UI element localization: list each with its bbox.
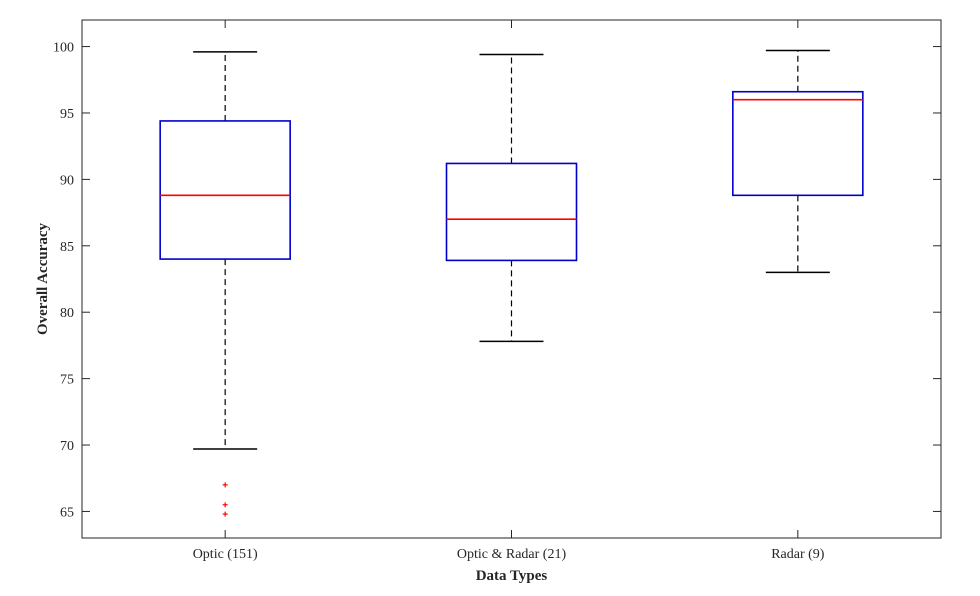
y-tick-label: 80 [60, 306, 74, 321]
y-tick-label: 95 [60, 107, 74, 122]
box-series [159, 49, 864, 517]
iqr-box [159, 120, 291, 260]
x-tick-label: Radar (9) [771, 547, 825, 562]
y-tick-label: 75 [60, 373, 74, 388]
y-tick-label: 90 [60, 173, 74, 188]
outlier-point [222, 482, 228, 488]
outlier-point [222, 511, 228, 517]
y-axis-label: Overall Accuracy [35, 222, 51, 335]
y-tick-label: 70 [60, 439, 74, 454]
y-tick-label: 65 [60, 505, 74, 520]
iqr-box [732, 90, 864, 197]
x-tick-label: Optic (151) [193, 547, 258, 562]
x-tick-label: Optic & Radar (21) [457, 547, 567, 562]
outlier-point [222, 502, 228, 508]
box-group [732, 49, 864, 274]
y-tick-label: 100 [53, 41, 74, 56]
x-axis-ticks: Optic (151) Optic & Radar (21) Radar (9) [193, 20, 825, 562]
x-axis-label: Data Types [476, 568, 548, 584]
iqr-box [445, 162, 578, 262]
box-group [445, 53, 578, 343]
y-tick-label: 85 [60, 240, 74, 255]
y-axis-ticks: 65 70 75 80 85 90 95 100 [53, 41, 941, 520]
box-group [159, 51, 291, 517]
